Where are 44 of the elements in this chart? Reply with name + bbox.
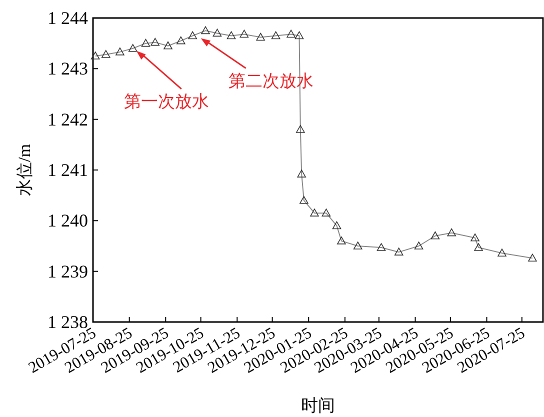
point	[226, 31, 236, 40]
point	[164, 41, 172, 50]
x-axis-title: 时间	[301, 396, 335, 415]
point	[188, 31, 198, 40]
point	[296, 125, 305, 133]
point	[310, 208, 319, 216]
point	[414, 242, 424, 250]
point	[430, 231, 440, 240]
y-tick-label: 1 242	[48, 109, 88, 130]
point	[498, 248, 506, 256]
point	[116, 48, 124, 56]
point	[332, 221, 342, 230]
y-tick-label: 1 240	[48, 210, 88, 231]
point	[297, 170, 306, 178]
y-tick-label: 1 241	[48, 160, 88, 180]
point	[90, 52, 100, 60]
point	[176, 36, 186, 44]
point	[212, 28, 222, 37]
y-tick-label: 1 244	[48, 8, 88, 28]
point	[322, 208, 331, 216]
y-tick-label: 1 243	[48, 58, 88, 79]
y-axis-title: 水位/m	[15, 144, 34, 196]
y-tick-label: 1 239	[48, 261, 88, 282]
point	[294, 31, 304, 40]
point	[528, 254, 537, 262]
point	[376, 243, 386, 251]
point	[141, 38, 150, 47]
point	[101, 50, 110, 58]
point	[353, 242, 362, 250]
point	[474, 243, 483, 251]
point	[240, 30, 249, 38]
annotation: 第二次放水	[228, 71, 314, 90]
point	[128, 44, 138, 52]
point	[150, 38, 160, 46]
point	[337, 236, 346, 244]
point	[256, 32, 265, 41]
point	[271, 31, 280, 40]
annotation: 第一次放水	[124, 92, 209, 111]
point	[286, 30, 296, 38]
point	[300, 196, 308, 204]
point	[394, 248, 404, 256]
point	[447, 228, 456, 236]
point	[470, 233, 480, 242]
point	[201, 26, 210, 34]
